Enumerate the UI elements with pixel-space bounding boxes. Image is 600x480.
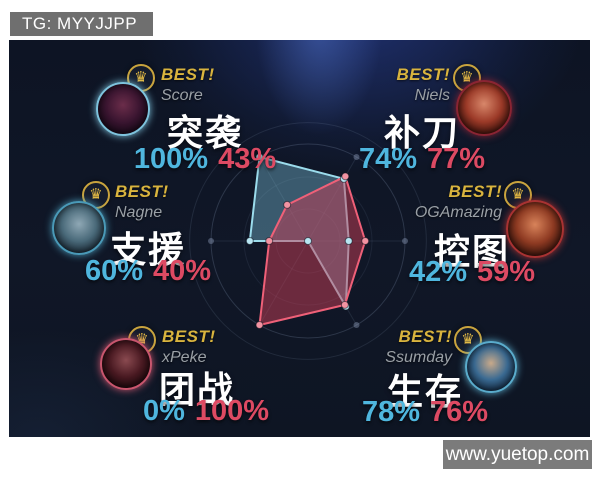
best-badge-label: BEST!: [161, 65, 215, 84]
stat-label: 补刀: [383, 112, 460, 153]
stat-values: 78% 76%: [330, 396, 520, 429]
champion-avatar: [100, 338, 152, 390]
stat-values: 60% 40%: [53, 255, 243, 288]
red-team-value: 59%: [477, 256, 536, 288]
blue-team-value: 74%: [358, 143, 417, 175]
best-badge-label: BEST!: [115, 182, 169, 201]
player-name: xPeke: [162, 349, 207, 366]
stat-values: 42% 59%: [377, 256, 567, 289]
red-team-value: 76%: [430, 396, 489, 428]
stat-label: 突袭: [166, 112, 243, 153]
crown-icon: ♛: [82, 181, 110, 209]
player-name: Ssumday: [385, 349, 452, 366]
champion-avatar: [52, 201, 106, 255]
blue-team-value: 78%: [361, 396, 420, 428]
player-name: Niels: [414, 87, 450, 104]
stat-label: 支援: [109, 229, 186, 270]
stat-label: 控图: [433, 231, 510, 272]
champion-avatar: [96, 82, 150, 136]
player-name: Nagne: [115, 204, 163, 221]
blue-team-value: 100%: [133, 143, 209, 175]
watermark-telegram: TG: MYYJJPP: [10, 12, 154, 36]
champion-avatar: [465, 341, 517, 393]
best-badge-label: BEST!: [448, 182, 502, 201]
watermark-website: www.yuetop.com: [443, 440, 592, 469]
red-team-value: 40%: [153, 255, 212, 287]
best-badge-label: BEST!: [162, 327, 216, 346]
stat-label: 生存: [386, 371, 463, 412]
blue-team-value: 60%: [84, 255, 143, 287]
red-team-value: 43%: [218, 143, 277, 175]
blue-team-value: 0%: [142, 395, 185, 427]
best-badge-label: BEST!: [398, 327, 452, 346]
stat-values: 100% 43%: [110, 143, 300, 176]
champion-avatar: [506, 200, 564, 258]
player-name: Score: [161, 87, 203, 104]
stat-values: 0% 100%: [111, 395, 301, 428]
stat-values: 74% 77%: [327, 143, 517, 176]
red-team-value: 100%: [194, 395, 270, 427]
red-team-value: 77%: [427, 143, 486, 175]
crown-icon: ♛: [454, 326, 482, 354]
player-name: OGAmazing: [414, 204, 502, 221]
stat-label: 团战: [158, 369, 235, 410]
blue-team-value: 42%: [408, 256, 467, 288]
best-badge-label: BEST!: [396, 65, 450, 84]
champion-avatar: [456, 80, 512, 136]
